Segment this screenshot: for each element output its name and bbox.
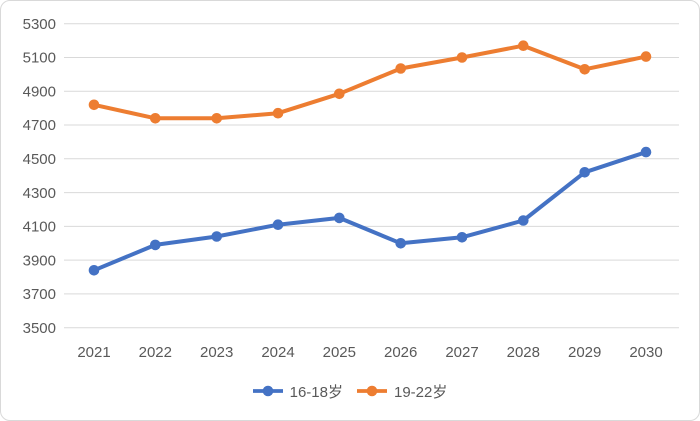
y-axis-tick-label: 3500	[23, 320, 56, 337]
data-point-marker	[150, 113, 161, 124]
line-chart-plot-area: 3500 3700 3900 4100 4300 4500 4700 4900 5100 5300…	[23, 16, 679, 361]
y-axis-tick-label: 4700	[23, 117, 56, 134]
series-line-16-18岁	[92, 150, 648, 273]
data-point-marker	[518, 40, 529, 51]
data-point-marker	[456, 232, 468, 243]
legend-item-19-22岁[interactable]: 19-22岁	[357, 381, 447, 402]
data-point-marker	[334, 212, 345, 224]
x-axis-tick-label: 2028	[507, 344, 540, 361]
x-axis-tick-label: 2030	[629, 344, 662, 361]
y-axis-tick-label: 4300	[23, 185, 56, 202]
data-point-marker	[88, 265, 100, 276]
y-axis-tick-label: 5100	[23, 50, 56, 67]
y-axis-tick-label: 5300	[23, 16, 56, 33]
legend-label: 16-18岁	[289, 383, 343, 401]
legend: 16-18岁 19-22岁	[1, 379, 699, 403]
data-point-marker	[518, 215, 529, 226]
data-point-marker	[334, 88, 345, 100]
legend-line-marker-icon	[252, 385, 283, 397]
x-axis-tick-label: 2026	[384, 344, 417, 361]
x-axis-tick-label: 2027	[445, 344, 478, 361]
data-point-marker	[272, 219, 284, 230]
x-axis-tick-label: 2024	[261, 344, 294, 361]
y-axis-tick-label: 3700	[23, 286, 56, 303]
legend-line-marker-icon	[357, 385, 387, 397]
y-axis-tick-label: 3900	[23, 252, 56, 269]
data-point-marker	[579, 64, 590, 75]
data-point-marker	[88, 99, 100, 111]
data-point-marker	[272, 107, 284, 119]
legend-item-16-18岁[interactable]: 16-18岁	[252, 381, 343, 402]
data-point-marker	[456, 52, 468, 63]
data-point-marker	[395, 238, 407, 249]
data-point-marker	[579, 167, 590, 178]
data-point-marker	[640, 146, 652, 158]
y-axis-tick-label: 4100	[23, 219, 56, 236]
x-axis-tick-label: 2022	[139, 344, 172, 361]
data-point-marker	[211, 231, 222, 242]
y-axis-tick-label: 4500	[23, 151, 56, 168]
data-point-marker	[395, 63, 407, 74]
x-axis-tick-label: 2023	[200, 344, 233, 361]
data-point-marker	[211, 113, 222, 124]
x-axis-tick-label: 2021	[77, 344, 110, 361]
legend-label: 19-22岁	[394, 383, 448, 401]
data-point-marker	[150, 239, 161, 251]
x-axis-tick-label: 2029	[568, 344, 601, 361]
series-line-19-22岁	[92, 43, 648, 121]
data-point-marker	[640, 51, 652, 62]
x-axis-tick-label: 2025	[323, 344, 356, 361]
y-axis-tick-label: 4900	[23, 84, 56, 101]
